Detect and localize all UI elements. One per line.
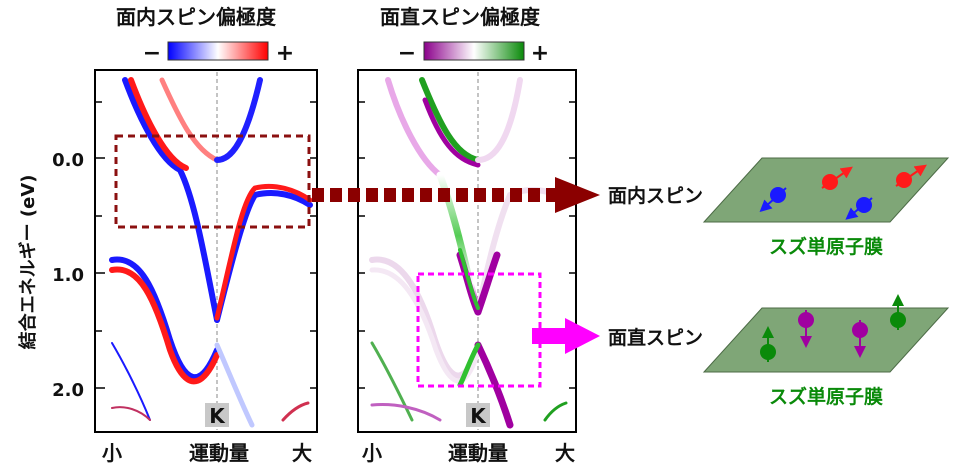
rband-upper-left-1	[385, 77, 443, 178]
out-plane-highlight-box	[416, 272, 542, 388]
rband-lower-green	[457, 342, 481, 388]
left-panel-title: 面内スピン偏極度	[116, 5, 277, 29]
left-bands	[109, 77, 313, 428]
in-plane-colorbar	[167, 41, 269, 61]
rband-cone-green	[458, 248, 480, 310]
left-scale-minus: −	[143, 41, 161, 66]
right-k-label: K	[470, 404, 487, 428]
band-upper-right	[214, 77, 263, 163]
film-sheet-2	[702, 307, 950, 373]
y-axis-label: 結合エネルギー (eV)	[17, 175, 39, 350]
out-of-plane-film	[702, 294, 950, 373]
left-plot: K	[94, 69, 318, 433]
left-k-label: K	[209, 404, 226, 428]
y-tick-1: 1.0	[52, 265, 84, 286]
out-plane-colorbar	[423, 41, 525, 61]
left-x-small: 小	[102, 441, 122, 465]
band-upper-left-blue	[122, 77, 220, 323]
in-plane-film	[702, 157, 950, 223]
rband-upper-left-2	[419, 77, 481, 163]
band-lower-red	[109, 266, 220, 385]
rband-bottom-left-2	[370, 403, 442, 422]
right-panel-title: 面直スピン偏極度	[380, 5, 541, 29]
in-plane-label: 面内スピン	[608, 184, 703, 207]
rband-bottom-right	[543, 401, 568, 422]
band-lower-tail	[214, 342, 255, 428]
out-of-plane-label: 面直スピン	[608, 326, 703, 349]
band-upper-mid	[159, 77, 220, 163]
rband-lower-purple	[474, 341, 514, 429]
rband-upper-right	[475, 77, 523, 163]
out-of-plane-arrow	[532, 318, 600, 354]
film-label-2: スズ単原子膜	[769, 385, 883, 408]
right-x-mid: 運動量	[448, 441, 508, 465]
band-bottom-left-2	[111, 406, 151, 421]
right-scale-plus: +	[531, 41, 549, 66]
right-x-large: 大	[555, 441, 575, 465]
in-plane-highlight-box	[114, 134, 311, 229]
right-scale-minus: −	[398, 41, 416, 66]
rband-bottom-left	[370, 341, 414, 422]
band-mid-right-red	[214, 183, 313, 321]
y-tick-2: 2.0	[52, 380, 84, 401]
left-plot-ticks	[95, 101, 317, 389]
rband-upper-left-3	[422, 97, 481, 168]
in-plane-arrow	[312, 177, 600, 213]
right-x-small: 小	[362, 441, 382, 465]
band-bottom-right	[281, 401, 310, 422]
y-tick-0: 0.0	[52, 150, 84, 171]
left-x-large: 大	[292, 441, 312, 465]
right-k-badge	[466, 403, 490, 427]
left-k-badge	[205, 403, 229, 427]
band-bottom-left	[111, 342, 151, 421]
left-scale-plus: +	[276, 41, 294, 66]
film-sheet-1	[702, 157, 950, 223]
left-x-mid: 運動量	[189, 441, 249, 465]
right-plot: K	[357, 69, 577, 433]
film-label-1: スズ単原子膜	[769, 235, 883, 258]
